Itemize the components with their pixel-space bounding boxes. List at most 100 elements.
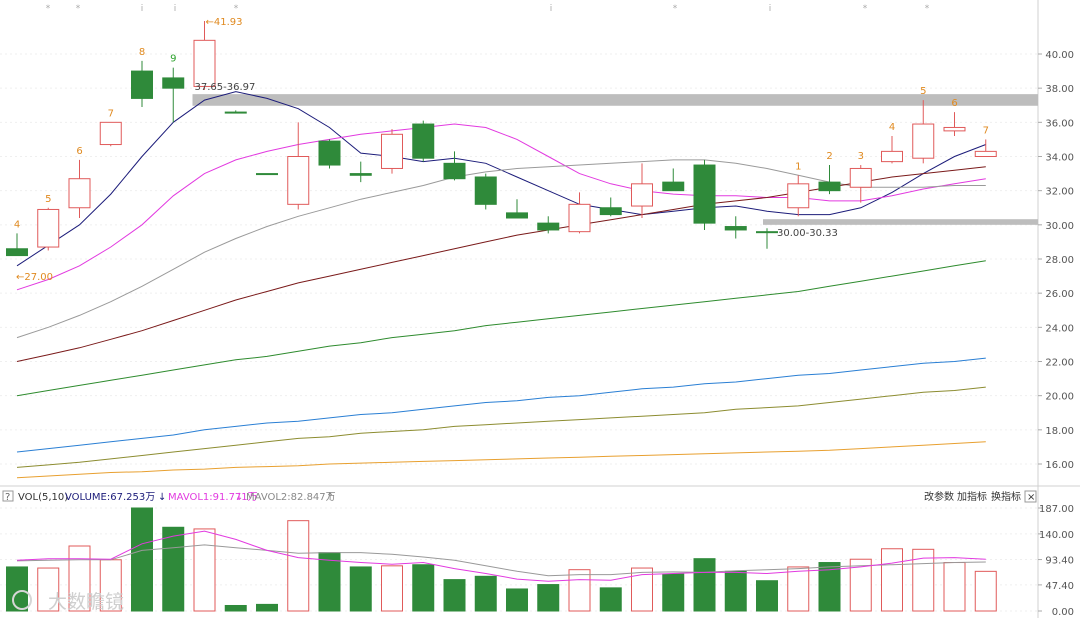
- candle-down: [724, 226, 747, 231]
- volume-bar-down: [256, 603, 278, 612]
- volume-bar-up: [193, 528, 216, 612]
- candles: [6, 21, 997, 257]
- candle-count-label: 1: [795, 161, 801, 172]
- candle-count-label: 9: [170, 54, 176, 65]
- volume-bar-down: [443, 579, 466, 612]
- candle-down: [599, 207, 622, 216]
- top-marker: i: [550, 4, 553, 14]
- high-annotation: ←41.93: [206, 17, 243, 28]
- volume-bar-down: [693, 558, 716, 612]
- help-icon-box[interactable]: [2, 490, 14, 502]
- price-tick-label: 34.00: [1045, 153, 1074, 164]
- price-tick-label: 26.00: [1045, 289, 1074, 300]
- candle-up: [631, 183, 653, 207]
- top-marker: *: [863, 4, 868, 14]
- candle-down: [443, 162, 466, 180]
- volume-bar-down: [6, 566, 28, 612]
- support-resistance-bands: [192, 94, 1038, 225]
- volume-bar-down: [724, 570, 747, 612]
- volume-tick-label: 187.00: [1039, 504, 1074, 515]
- volume-bar-up: [568, 569, 591, 612]
- moving-average-lines: [16, 91, 986, 479]
- volume-tick-label: 140.00: [1039, 530, 1074, 541]
- ma30-line: [16, 166, 986, 362]
- volume-bar-up: [381, 565, 403, 612]
- close-icon-box[interactable]: [1024, 490, 1037, 503]
- price-tick-label: 20.00: [1045, 392, 1074, 403]
- add-indicator-button[interactable]: 加指标: [957, 490, 987, 503]
- candle-up: [68, 178, 91, 209]
- ma120-line: [16, 357, 986, 453]
- top-markers: * * i i * i * i * *: [46, 4, 930, 14]
- volume-header: ? VOL(5,10) VOLUME:67.253万 ↓ MAVOL1:91.7…: [2, 490, 336, 503]
- candle-count-label: 6: [76, 146, 82, 157]
- watermark-text: 大数瞻镜: [48, 591, 124, 613]
- candle-down: [162, 77, 185, 89]
- candle-up: [99, 121, 122, 146]
- candle-count-label: 7: [108, 108, 114, 119]
- volume-bar-down: [318, 552, 341, 612]
- volume-bar-up: [943, 562, 966, 612]
- volume-bar-down: [224, 604, 247, 612]
- mavol2-line: [16, 544, 986, 577]
- candle-down: [537, 222, 560, 231]
- top-marker: *: [925, 4, 930, 14]
- volume-bar-down: [412, 564, 435, 612]
- help-icon[interactable]: ?: [5, 492, 10, 503]
- price-tick-label: 24.00: [1045, 323, 1074, 334]
- top-marker: *: [234, 4, 239, 14]
- top-marker: i: [174, 4, 177, 14]
- ma5-line: [16, 91, 986, 267]
- candle-up: [787, 183, 810, 209]
- price-tick-label: 16.00: [1045, 460, 1074, 471]
- price-tick-label: 36.00: [1045, 118, 1074, 129]
- band2-annotation: 30.00-30.33: [777, 228, 838, 239]
- price-tick-label: 18.00: [1045, 426, 1074, 437]
- volume-bar-down: [506, 588, 528, 612]
- volume-bar-up: [881, 548, 903, 612]
- candle-down: [256, 173, 278, 176]
- candle-count-label: 8: [139, 47, 145, 58]
- volume-bar-down: [662, 573, 685, 612]
- volume-bar-up: [37, 567, 60, 612]
- ma500-line: [16, 441, 986, 479]
- volume-bar-up: [787, 566, 810, 612]
- top-marker: i: [769, 4, 772, 14]
- candle-down: [756, 231, 778, 234]
- candle-up: [849, 167, 872, 188]
- price-tick-label: 32.00: [1045, 187, 1074, 198]
- candle-down: [6, 248, 28, 257]
- volume-bar-down: [818, 562, 841, 612]
- switch-indicator-button[interactable]: 换指标: [991, 490, 1021, 503]
- candle-down: [224, 111, 247, 114]
- mavol2-value: MAVOL2:82.847万: [246, 492, 336, 503]
- candle-count-label: 3: [858, 151, 864, 162]
- volume-bar-down: [599, 587, 622, 612]
- candle-count-label: 6: [951, 98, 957, 109]
- candle-count-labels: 4 5 6 7 8 9 1 2 3 4 5 6 7: [14, 47, 989, 231]
- mavol1-arrow-icon: ↓: [235, 492, 243, 503]
- top-marker: *: [76, 4, 81, 14]
- volume-bar-up: [68, 545, 91, 612]
- candle-up: [881, 150, 903, 163]
- support-band: [763, 219, 1038, 225]
- candle-up: [287, 156, 310, 205]
- close-icon[interactable]: ×: [1027, 492, 1035, 503]
- volume-tick-label: 0.00: [1052, 607, 1074, 618]
- candle-down: [349, 173, 372, 176]
- top-marker: i: [141, 4, 144, 14]
- volume-arrow-icon: ↓: [158, 492, 166, 503]
- candle-down: [318, 140, 341, 166]
- mavol1-line: [16, 530, 986, 582]
- vol-indicator-name: VOL(5,10): [18, 492, 68, 503]
- change-params-button[interactable]: 改参数: [924, 490, 954, 503]
- candle-down: [506, 212, 528, 219]
- ma10-line: [16, 123, 986, 291]
- volume-bar-up: [912, 548, 935, 612]
- volume-value: VOLUME:67.253万: [65, 492, 155, 503]
- ma20-line: [16, 159, 986, 339]
- volume-bar-up: [287, 520, 310, 612]
- volume-bar-down: [756, 580, 778, 612]
- candle-up: [37, 208, 60, 248]
